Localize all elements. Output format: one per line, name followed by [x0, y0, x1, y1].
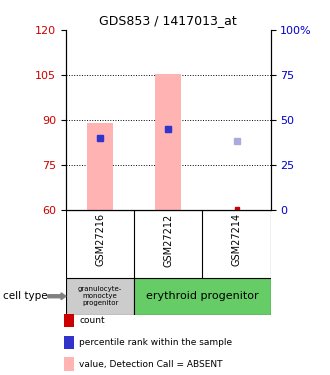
Text: granulocyte-
monoctye
progenitor: granulocyte- monoctye progenitor: [78, 286, 122, 306]
Text: GSM27216: GSM27216: [95, 213, 105, 267]
Bar: [87, 123, 113, 210]
Text: GSM27214: GSM27214: [232, 213, 242, 267]
Text: cell type: cell type: [3, 291, 48, 301]
Bar: [66, 278, 134, 315]
Text: GSM27212: GSM27212: [163, 213, 173, 267]
Bar: [155, 74, 181, 210]
Text: percentile rank within the sample: percentile rank within the sample: [79, 338, 232, 347]
Text: erythroid progenitor: erythroid progenitor: [146, 291, 259, 301]
Text: count: count: [79, 316, 105, 325]
Text: value, Detection Call = ABSENT: value, Detection Call = ABSENT: [79, 360, 223, 369]
Bar: [134, 278, 271, 315]
Title: GDS853 / 1417013_at: GDS853 / 1417013_at: [99, 15, 237, 27]
